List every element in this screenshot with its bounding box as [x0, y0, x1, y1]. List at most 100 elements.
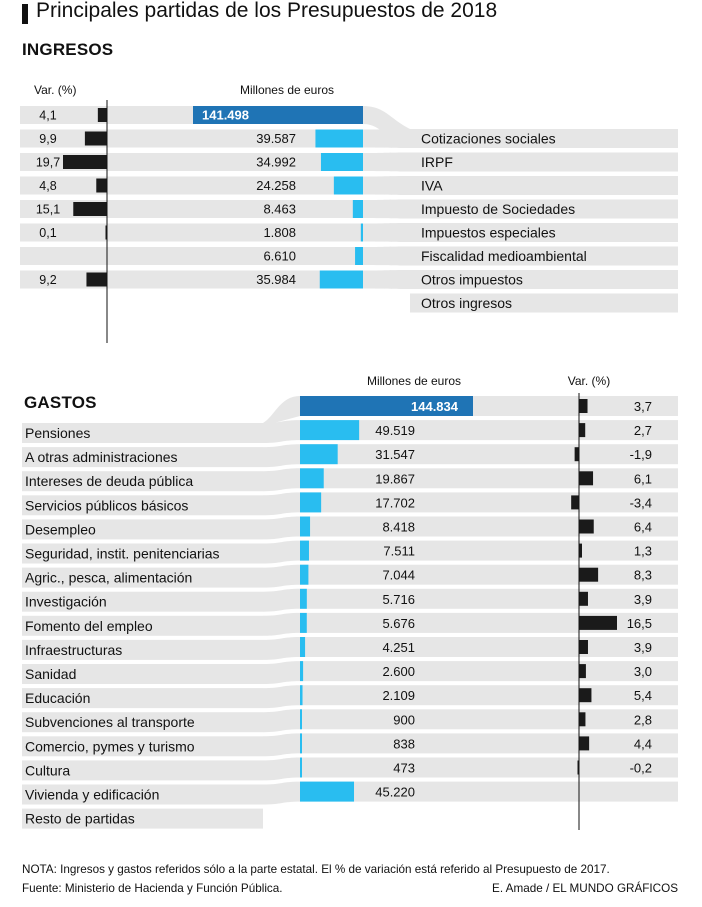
- ingresos-var-label: 0,1: [39, 226, 56, 240]
- gastos-value-bar: [300, 757, 302, 778]
- gastos-row-bg: [300, 516, 678, 537]
- ingresos-flow: [363, 270, 410, 289]
- gastos-row-bg: [300, 757, 678, 778]
- ingresos-value-bar: [352, 200, 363, 218]
- gastos-var-label: 2,7: [634, 423, 652, 438]
- gastos-category-label: Agric., pesca, alimentación: [25, 570, 192, 586]
- ingresos-value-label: 39.587: [256, 131, 296, 146]
- gastos-flow: [263, 468, 300, 492]
- gastos-value-bar: [300, 685, 303, 706]
- gastos-var-bar: [579, 471, 594, 486]
- gastos-value-label: 31.547: [375, 447, 415, 462]
- gastos-var-bar: [579, 591, 588, 606]
- ingresos-var-bar: [96, 178, 107, 193]
- gastos-value-label: 4.251: [382, 640, 415, 655]
- credit: E. Amade / EL MUNDO GRÁFICOS: [492, 882, 678, 895]
- ingresos-category-box: [410, 199, 678, 219]
- ingresos-value-bar: [320, 153, 363, 171]
- gastos-row-bg: [300, 685, 678, 706]
- gastos-category-box: [22, 808, 263, 829]
- footnote: NOTA: Ingresos y gastos referidos sólo a…: [22, 863, 610, 876]
- ingresos-var-bar: [105, 225, 107, 240]
- ingresos-var-header: Var. (%): [34, 83, 76, 97]
- ingresos-var-label: 19,7: [36, 156, 60, 170]
- ingresos-category-label: Impuesto de Sociedades: [421, 201, 575, 217]
- ingresos-category-label: IRPF: [421, 154, 453, 170]
- gastos-value-bar: [300, 420, 360, 441]
- gastos-category-box: [22, 471, 263, 492]
- gastos-row-bg: [300, 612, 678, 633]
- gastos-category-box: [22, 664, 263, 684]
- gastos-row-bg: [300, 540, 678, 561]
- gastos-var-label: -1,9: [630, 447, 652, 462]
- gastos-value-header: Millones de euros: [367, 374, 461, 388]
- gastos-flow: [263, 612, 300, 636]
- gastos-flow: [263, 733, 300, 757]
- gastos-value-bar: [300, 781, 355, 802]
- ingresos-value-label: 8.463: [263, 202, 296, 217]
- gastos-row-bg: [300, 733, 678, 754]
- ingresos-var-bar: [84, 131, 107, 146]
- gastos-var-label: 6,1: [634, 471, 652, 486]
- gastos-flow: [263, 685, 300, 709]
- gastos-value-label: 473: [393, 761, 415, 776]
- gastos-category-box: [22, 447, 263, 468]
- ingresos-row-bg: [20, 223, 363, 242]
- gastos-flow: [263, 516, 300, 540]
- ingresos-category-label: Otros impuestos: [421, 272, 523, 288]
- gastos-flow: [263, 781, 300, 805]
- gastos-category-label: Intereses de deuda pública: [25, 473, 193, 489]
- gastos-var-label: 1,3: [634, 544, 652, 559]
- gastos-var-label: 5,4: [634, 688, 652, 703]
- gastos-var-label: 3,0: [634, 664, 652, 679]
- ingresos-value-header: Millones de euros: [240, 83, 334, 97]
- title-marker: [22, 4, 28, 24]
- ingresos-value-label: 24.258: [256, 178, 296, 193]
- ingresos-flow: [363, 152, 410, 172]
- gastos-row-bg: [300, 468, 678, 489]
- gastos-value-label: 19.867: [375, 471, 415, 486]
- ingresos-flow: [363, 223, 410, 242]
- gastos-category-box: [22, 639, 263, 660]
- ingresos-value-label: 35.984: [256, 272, 296, 287]
- gastos-row-bg: [300, 588, 678, 609]
- gastos-var-label: 2,8: [634, 712, 652, 727]
- gastos-var-bar: [579, 712, 586, 727]
- gastos-value-label: 7.511: [383, 544, 415, 559]
- gastos-var-label: 3,9: [634, 592, 652, 607]
- gastos-var-label: -0,2: [630, 761, 652, 776]
- ingresos-value-label: 6.610: [263, 249, 296, 264]
- gastos-category-box: [22, 688, 263, 709]
- gastos-var-label: 3,9: [634, 640, 652, 655]
- gastos-flow: [263, 709, 300, 733]
- gastos-flow: [263, 637, 300, 660]
- gastos-var-bar: [577, 760, 579, 775]
- ingresos-category-label: Cotizaciones sociales: [421, 131, 556, 147]
- ingresos-value-bar: [355, 247, 363, 265]
- section-title-gastos: GASTOS: [24, 393, 97, 412]
- gastos-category-box: [22, 519, 263, 540]
- ingresos-row-bg: [20, 129, 363, 148]
- gastos-var-label: 6,4: [634, 520, 652, 535]
- gastos-category-box: [22, 615, 263, 636]
- gastos-flow: [263, 564, 300, 588]
- gastos-value-label: 8.418: [382, 520, 415, 535]
- gastos-value-bar: [300, 661, 304, 682]
- gastos-var-bar: [579, 615, 617, 630]
- gastos-category-label: Educación: [25, 690, 90, 706]
- gastos-value-label: 900: [393, 712, 415, 727]
- ingresos-row-bg: [20, 176, 363, 195]
- gastos-flow: [263, 588, 300, 612]
- gastos-row-bg: [300, 661, 678, 682]
- ingresos-var-label: 9,2: [39, 273, 56, 287]
- ingresos-value-bar: [315, 129, 363, 148]
- ingresos-category-box: [410, 152, 678, 172]
- section-title-ingresos: INGRESOS: [22, 40, 114, 59]
- gastos-category-box: [22, 784, 263, 805]
- ingresos-var-bar: [97, 108, 107, 122]
- gastos-category-label: Fomento del empleo: [25, 618, 153, 634]
- ingresos-category-box: [410, 129, 678, 148]
- gastos-var-label: 3,7: [634, 399, 652, 414]
- gastos-value-label: 7.044: [382, 568, 415, 583]
